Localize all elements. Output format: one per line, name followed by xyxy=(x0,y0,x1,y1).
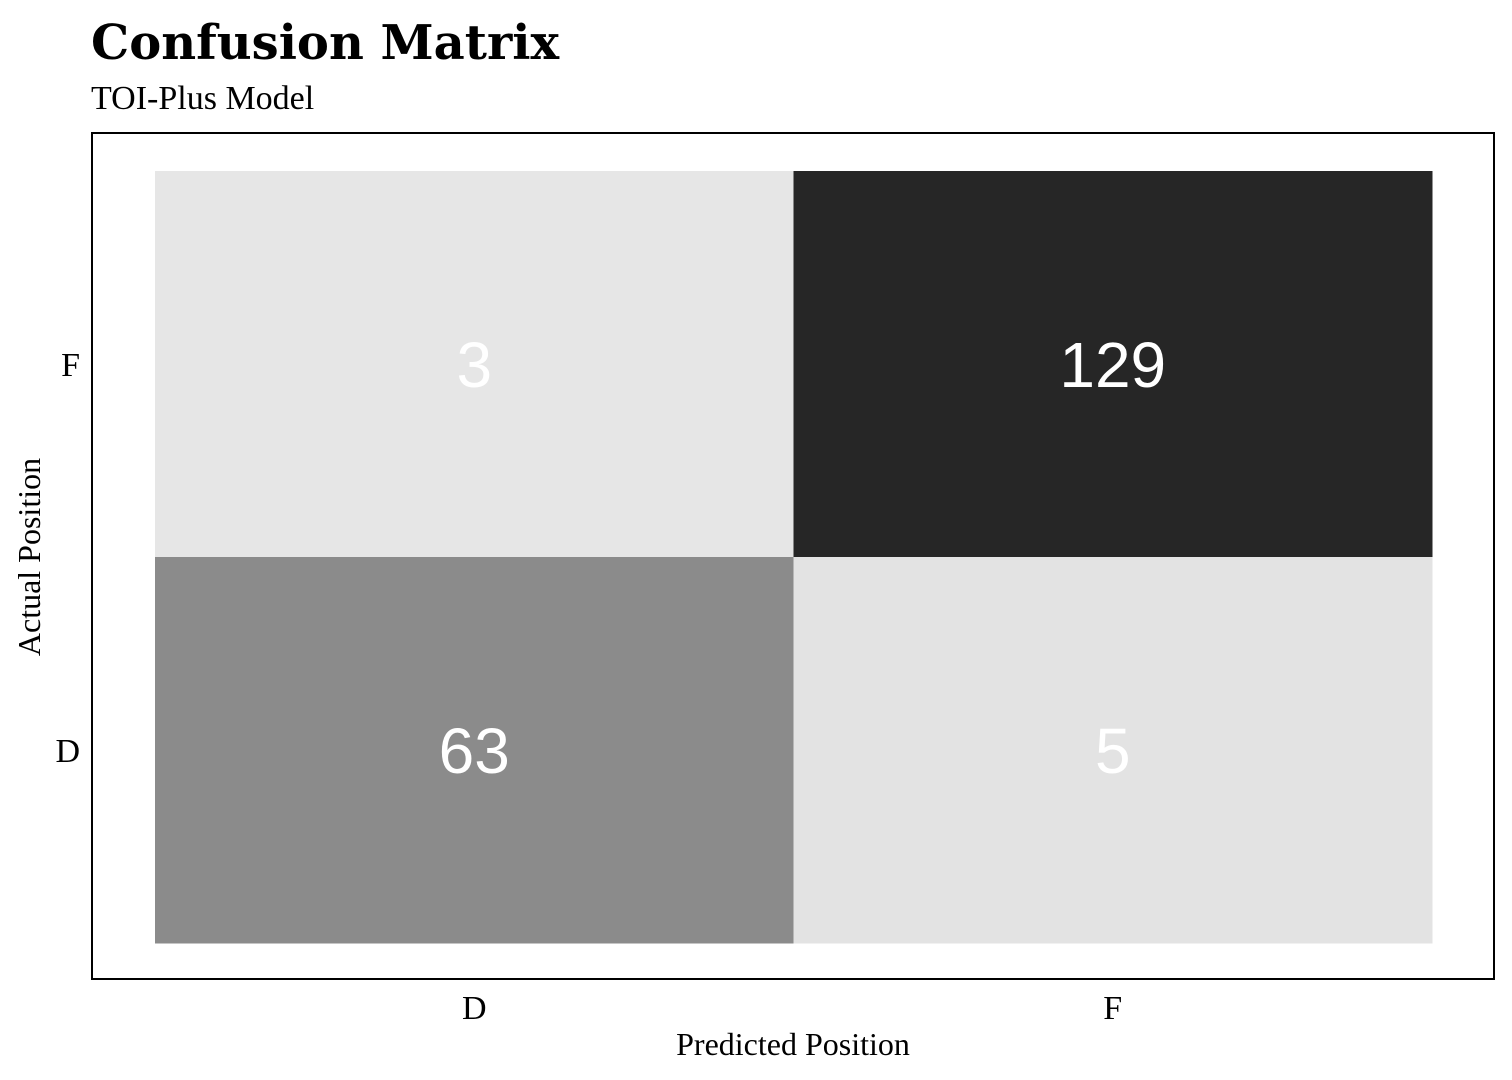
heatmap-cells: 3 129 63 5 xyxy=(155,171,1433,944)
x-axis-label: Predicted Position xyxy=(676,1026,910,1062)
cell-value-label-actual-D-predicted-D: 63 xyxy=(439,715,510,787)
cell-value-label-actual-F-predicted-F: 129 xyxy=(1059,329,1166,401)
heatmap-cell-actual-F-predicted-F xyxy=(793,171,1433,558)
y-tick-label-F: F xyxy=(61,347,80,384)
chart-title: Confusion Matrix xyxy=(91,15,559,71)
heatmap-cell-actual-F-predicted-D xyxy=(155,171,794,558)
heatmap-cell-actual-D-predicted-D xyxy=(155,557,794,944)
axis-ticks: D F D F xyxy=(55,347,1122,1027)
cell-value-label-actual-F-predicted-D: 3 xyxy=(456,329,492,401)
heatmap-cell-actual-D-predicted-F xyxy=(793,557,1433,944)
x-tick-label-D: D xyxy=(462,990,487,1027)
x-tick-label-F: F xyxy=(1103,990,1122,1027)
y-tick-label-D: D xyxy=(55,733,80,770)
y-axis-label: Actual Position xyxy=(11,458,47,656)
chart-subtitle: TOI-Plus Model xyxy=(91,80,314,117)
cell-value-label-actual-D-predicted-F: 5 xyxy=(1095,715,1131,787)
